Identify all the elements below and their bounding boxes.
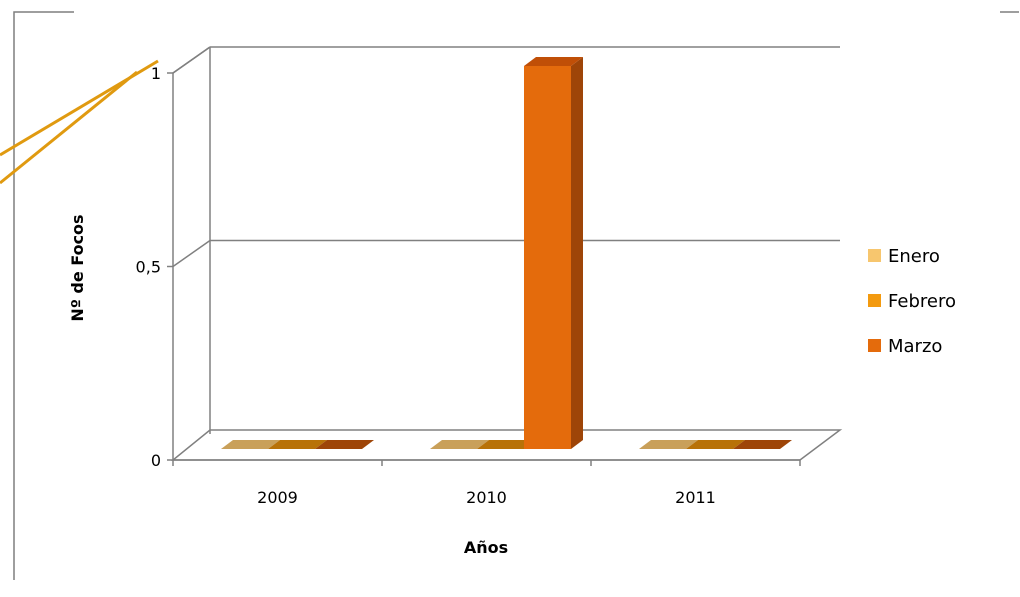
bar-top-face: [686, 440, 745, 449]
bar: [221, 440, 280, 449]
bar: [430, 440, 489, 449]
legend-swatch: [868, 294, 881, 307]
bar-side-face: [571, 57, 583, 449]
y-tick-label: 1: [151, 64, 161, 83]
bar-top-face: [430, 440, 489, 449]
y-tick-label: 0: [151, 451, 161, 470]
bar-top-face: [477, 440, 536, 449]
bars: [221, 57, 792, 449]
gridlines: [172, 46, 840, 268]
chart-frame: [13, 11, 1019, 580]
bar: [315, 440, 374, 449]
tick-labels: 0 0,5 1 2009 2010 2011: [136, 64, 716, 507]
y-axis-title: Nº de Focos: [68, 214, 87, 321]
callout-line: [0, 70, 138, 185]
bar: [686, 440, 745, 449]
bar-top-face: [733, 440, 792, 449]
chart-walls: [170, 46, 843, 461]
gridline-side: [172, 239, 211, 268]
bar-top-face: [268, 440, 327, 449]
bar: [268, 440, 327, 449]
legend-label: Enero: [888, 246, 940, 267]
bar-top-face: [524, 57, 583, 66]
legend-label: Marzo: [888, 336, 942, 357]
bar: [639, 440, 698, 449]
x-tick-label: 2011: [675, 488, 716, 507]
x-tick-label: 2010: [466, 488, 507, 507]
bar-top-face: [221, 440, 280, 449]
frame-corner-left: [13, 11, 74, 580]
bar-top-face: [639, 440, 698, 449]
legend-label: Febrero: [888, 291, 956, 312]
bar: [524, 57, 583, 449]
bar-front-face: [524, 66, 571, 449]
x-tick-label: 2009: [257, 488, 298, 507]
y-tick-label: 0,5: [136, 258, 161, 277]
bar: [477, 440, 536, 449]
bar-top-face: [315, 440, 374, 449]
callout-lines: [0, 59, 159, 185]
legend: Enero Febrero Marzo: [868, 246, 956, 357]
gridline-side: [172, 46, 211, 74]
legend-swatch: [868, 339, 881, 352]
x-axis-title: Años: [464, 538, 508, 557]
axes: [167, 72, 801, 466]
legend-swatch: [868, 249, 881, 262]
bar: [733, 440, 792, 449]
